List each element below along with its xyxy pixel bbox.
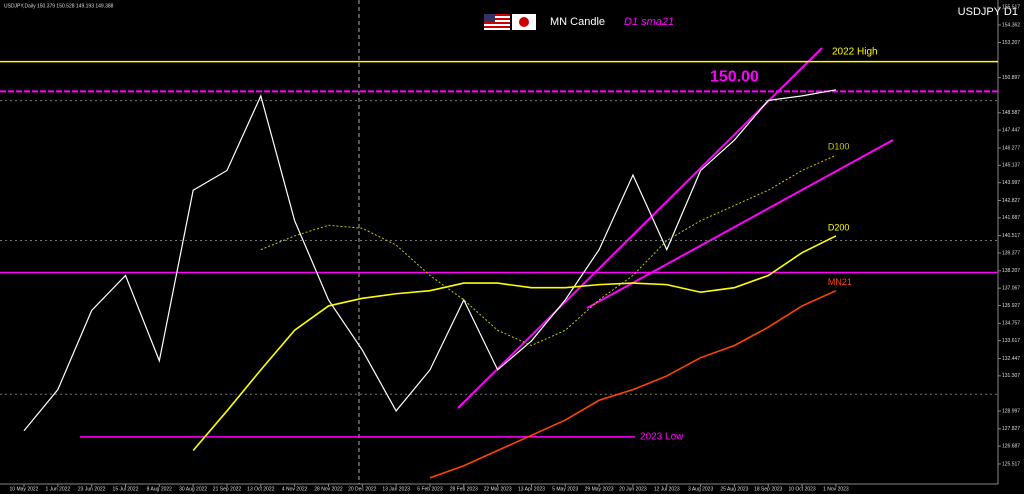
y-tick-label: 126.687: [1002, 443, 1020, 449]
x-tick-label: 13 Jan 2023: [382, 486, 410, 492]
x-tick-label: 21 Sep 2022: [213, 486, 242, 492]
y-tick-label: 143.997: [1002, 180, 1020, 186]
series-line: [23, 89, 837, 432]
y-tick-label: 138.207: [1002, 268, 1020, 274]
y-tick-label: 145.137: [1002, 163, 1020, 169]
x-tick-label: 3 Aug 2023: [688, 486, 714, 492]
x-tick-label: 22 Mar 2023: [484, 486, 512, 492]
x-tick-label: 15 Jul 2022: [113, 486, 139, 492]
y-tick-label: 134.757: [1002, 321, 1020, 327]
series-label: D200: [828, 222, 850, 232]
y-tick-label: 153.207: [1002, 40, 1020, 46]
y-tick-label: 132.447: [1002, 356, 1020, 362]
y-tick-label: 140.517: [1002, 233, 1020, 239]
annotation: D1 sma21: [624, 16, 674, 28]
y-tick-label: 137.067: [1002, 285, 1020, 291]
x-tick-label: 5 May 2023: [552, 486, 578, 492]
x-tick-label: 13 Oct 2022: [247, 486, 274, 492]
y-tick-label: 131.307: [1002, 373, 1020, 379]
x-tick-label: 8 Aug 2022: [147, 486, 173, 492]
y-tick-label: 135.927: [1002, 303, 1020, 309]
y-tick-label: 141.687: [1002, 215, 1020, 221]
x-tick-label: 1 Nov 2023: [823, 486, 849, 492]
x-tick-label: 23 Jun 2022: [78, 486, 106, 492]
x-tick-label: 4 Nov 2022: [282, 486, 308, 492]
level-label: 150.00: [710, 69, 759, 86]
x-tick-label: 10 May 2022: [10, 486, 39, 492]
y-tick-label: 142.827: [1002, 198, 1020, 204]
channel-line: [586, 139, 894, 309]
y-tick-label: 127.827: [1002, 426, 1020, 432]
x-tick-label: 1 Jun 2022: [45, 486, 70, 492]
y-tick-label: 154.362: [1002, 22, 1020, 28]
x-tick-label: 18 Sep 2023: [754, 486, 783, 492]
y-tick-label: 150.897: [1002, 75, 1020, 81]
level-label: 2023 Low: [640, 431, 684, 442]
y-tick-label: 147.447: [1002, 128, 1020, 134]
jp-flag: [512, 14, 536, 30]
series-line: [260, 154, 837, 347]
y-tick-label: 155.517: [1002, 5, 1020, 11]
level-label: 2022 High: [832, 46, 878, 57]
y-tick-label: 146.277: [1002, 145, 1020, 151]
symbol-label: USDJPY D1: [958, 6, 1018, 18]
chart-title: USDJPY,Daily 150.379 150.528 149.193 149…: [4, 3, 114, 9]
x-tick-label: 28 Feb 2023: [450, 486, 478, 492]
x-tick-label: 20 Jun 2023: [619, 486, 647, 492]
y-tick-label: 133.617: [1002, 338, 1020, 344]
x-tick-label: 13 Apr 2023: [518, 486, 545, 492]
y-tick-label: 139.377: [1002, 250, 1020, 256]
x-tick-label: 30 Aug 2022: [179, 486, 207, 492]
x-tick-label: 28 Nov 2022: [314, 486, 343, 492]
x-tick-label: 25 Aug 2023: [720, 486, 748, 492]
series-line: [429, 289, 837, 479]
annotation: MN Candle: [550, 16, 605, 28]
y-tick-label: 148.587: [1002, 110, 1020, 116]
us-flag: [484, 14, 510, 30]
x-tick-label: 12 Jul 2023: [654, 486, 680, 492]
x-tick-label: 10 Oct 2023: [788, 486, 815, 492]
series-label: D100: [828, 142, 850, 152]
series-line: [192, 235, 837, 452]
x-tick-label: 29 May 2023: [585, 486, 614, 492]
y-tick-label: 125.517: [1002, 461, 1020, 467]
y-tick-label: 128.997: [1002, 408, 1020, 414]
x-tick-label: 20 Dec 2022: [348, 486, 377, 492]
series-label: MN21: [828, 277, 852, 287]
x-tick-label: 6 Feb 2023: [417, 486, 443, 492]
